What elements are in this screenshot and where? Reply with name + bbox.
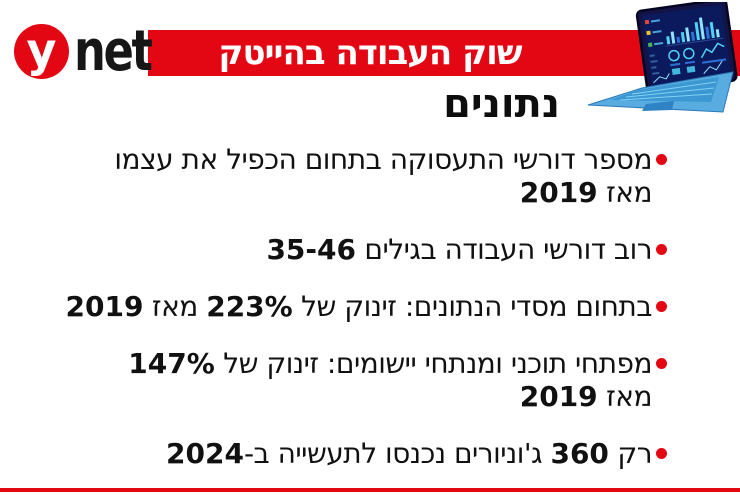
- bullet-dot: [656, 448, 667, 459]
- bullet-text-line: מאז 2019: [519, 176, 653, 209]
- bullet-list: מספר דורשי התעסוקה בתחום הכפיל את עצמו מא…: [58, 143, 667, 494]
- screen-bar-chart: [665, 17, 724, 47]
- screen-line-charts: [653, 42, 727, 84]
- banner-title: שוק העבודה בהייטק: [218, 33, 522, 73]
- bullet-text-line: מספר דורשי התעסוקה בתחום הכפיל את עצמו: [114, 143, 652, 176]
- ynet-logo-circle: y: [14, 24, 69, 79]
- laptop-trackpad: [642, 101, 674, 111]
- ynet-logo: y net: [14, 19, 170, 84]
- bottom-rule: [0, 488, 740, 492]
- bullet-dot: [656, 358, 667, 369]
- bullet-text-line: בתחום מסדי הנתונים: זינוק של 223% מאז 20…: [65, 290, 653, 323]
- bullet-dot: [656, 301, 667, 312]
- screen-gauge-icons: [668, 47, 696, 75]
- bullet-dot: [656, 154, 667, 165]
- ynet-logo-y: y: [26, 24, 57, 77]
- bullet-text-line: מפתחי תוכני ומנתחי יישומים: זינוק של 147…: [128, 347, 652, 380]
- section-heading: נתונים: [443, 81, 560, 127]
- ynet-logo-net: net: [74, 19, 153, 84]
- bullet-text-line: מאז 2019: [519, 380, 653, 413]
- laptop-keyboard: [587, 71, 734, 113]
- bullet-item: רוב דורשי העבודה בגילים 35-46: [58, 233, 667, 266]
- bullet-dot: [656, 244, 667, 255]
- bullet-text-line: רק 360 ג'וניורים נכנסו לתעשייה ב-2024: [166, 437, 653, 470]
- bullet-item: רק 360 ג'וניורים נכנסו לתעשייה ב-2024: [58, 437, 667, 470]
- laptop-illustration: [587, 2, 738, 113]
- screen-status-list: [644, 19, 664, 75]
- laptop-screen: [635, 2, 738, 94]
- bullet-item: מפתחי תוכני ומנתחי יישומים: זינוק של 147…: [58, 347, 667, 413]
- bullet-item: בתחום מסדי הנתונים: זינוק של 223% מאז 20…: [58, 290, 667, 323]
- bullet-item: מספר דורשי התעסוקה בתחום הכפיל את עצמו מא…: [58, 143, 667, 209]
- bullet-text-line: רוב דורשי העבודה בגילים 35-46: [266, 233, 652, 266]
